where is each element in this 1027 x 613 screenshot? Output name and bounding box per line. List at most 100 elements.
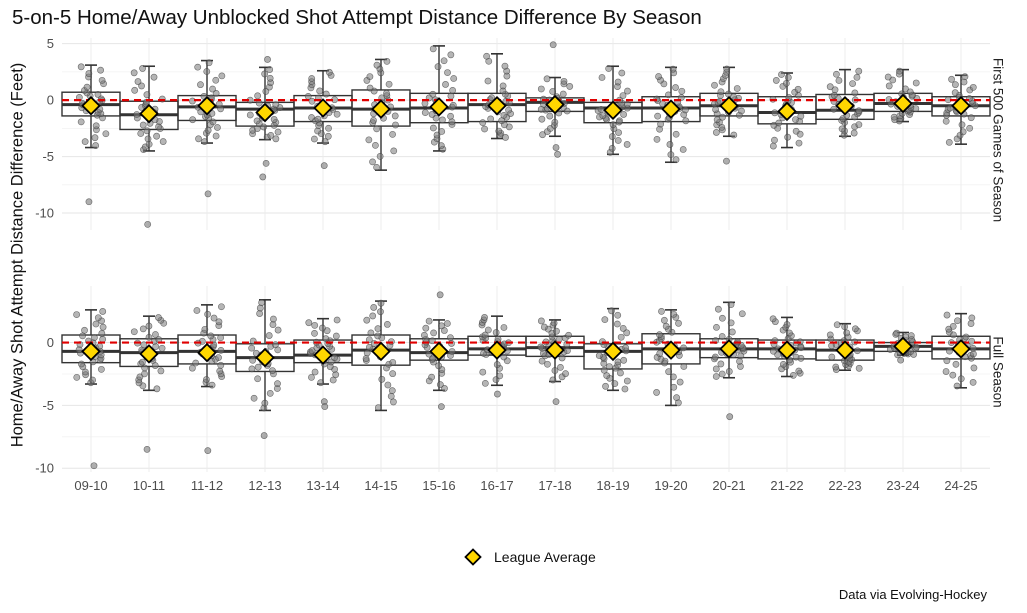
league-average-marker bbox=[661, 99, 681, 119]
team-point bbox=[383, 57, 391, 65]
team-point bbox=[73, 373, 81, 381]
team-point bbox=[942, 117, 950, 125]
team-point bbox=[194, 63, 202, 71]
team-point bbox=[675, 319, 682, 327]
team-point bbox=[210, 314, 218, 322]
x-tick-label: 10-11 bbox=[133, 478, 165, 493]
team-point bbox=[665, 368, 673, 376]
team-point bbox=[436, 381, 444, 389]
team-point bbox=[832, 363, 840, 371]
team-point bbox=[363, 349, 371, 357]
team-point bbox=[316, 87, 324, 95]
team-point bbox=[854, 347, 861, 355]
team-point bbox=[215, 354, 222, 361]
team-point bbox=[203, 376, 210, 383]
team-point bbox=[201, 138, 208, 146]
team-point bbox=[448, 118, 456, 126]
team-point bbox=[488, 94, 496, 102]
team-point bbox=[266, 74, 274, 82]
y-tick-label: -10 bbox=[35, 206, 54, 221]
team-point bbox=[537, 343, 545, 351]
team-point bbox=[321, 138, 329, 146]
team-point bbox=[138, 358, 146, 366]
team-point bbox=[961, 73, 969, 81]
team-point bbox=[601, 316, 609, 324]
team-point bbox=[784, 133, 792, 141]
team-point bbox=[446, 334, 454, 342]
team-point bbox=[884, 73, 892, 81]
team-point bbox=[772, 77, 780, 84]
team-point bbox=[608, 144, 616, 152]
team-point bbox=[657, 120, 665, 128]
team-point bbox=[851, 89, 859, 97]
panel-0: 5 0 -5 -10 bbox=[35, 36, 991, 230]
team-point bbox=[676, 378, 684, 386]
league-average-marker bbox=[429, 97, 449, 117]
team-point bbox=[566, 83, 574, 90]
team-point bbox=[945, 138, 953, 146]
team-point bbox=[308, 75, 316, 82]
team-point bbox=[712, 129, 720, 136]
team-point bbox=[835, 77, 843, 84]
team-point bbox=[786, 329, 793, 337]
team-point bbox=[672, 84, 679, 91]
team-point bbox=[620, 356, 628, 364]
team-point bbox=[792, 127, 800, 135]
league-average-marker bbox=[313, 98, 333, 118]
team-point bbox=[217, 346, 225, 354]
outlier-point bbox=[723, 157, 730, 165]
team-point bbox=[78, 360, 85, 368]
team-point bbox=[97, 365, 105, 373]
team-point bbox=[388, 387, 396, 395]
team-point bbox=[370, 117, 377, 124]
team-point bbox=[942, 368, 950, 375]
team-point bbox=[738, 310, 746, 318]
team-point bbox=[249, 356, 257, 364]
team-point bbox=[479, 119, 487, 127]
x-tick-label: 12-13 bbox=[248, 478, 281, 493]
team-point bbox=[737, 352, 745, 360]
team-point bbox=[658, 307, 665, 315]
outlier-point bbox=[554, 150, 561, 158]
team-point bbox=[81, 368, 89, 376]
team-point bbox=[449, 101, 457, 109]
outlier-point bbox=[549, 41, 557, 49]
team-point bbox=[946, 347, 953, 355]
team-point bbox=[81, 138, 89, 146]
team-point bbox=[207, 332, 215, 340]
team-point bbox=[617, 333, 625, 341]
team-point bbox=[484, 326, 492, 334]
team-point bbox=[158, 344, 166, 352]
team-point bbox=[493, 361, 501, 368]
team-point bbox=[967, 114, 975, 122]
team-point bbox=[311, 329, 318, 337]
team-point bbox=[959, 128, 967, 136]
league-average-marker bbox=[719, 95, 739, 116]
team-point bbox=[208, 381, 216, 389]
team-point bbox=[92, 122, 100, 130]
team-point bbox=[795, 139, 803, 147]
league-average-marker bbox=[139, 103, 159, 124]
team-point bbox=[97, 66, 104, 74]
team-point bbox=[261, 399, 269, 407]
team-point bbox=[481, 125, 488, 133]
team-point bbox=[441, 385, 448, 392]
team-point bbox=[272, 101, 280, 108]
team-point bbox=[144, 135, 152, 143]
team-point bbox=[215, 318, 223, 326]
league-average-marker bbox=[313, 345, 333, 365]
x-tick-label: 09-10 bbox=[74, 478, 107, 493]
team-point bbox=[678, 87, 686, 95]
team-point bbox=[614, 137, 622, 144]
team-point bbox=[484, 77, 492, 85]
team-point bbox=[711, 353, 719, 361]
team-point bbox=[308, 373, 315, 381]
team-point bbox=[322, 90, 330, 98]
team-point bbox=[92, 320, 100, 328]
team-point bbox=[969, 344, 977, 352]
team-point bbox=[73, 311, 81, 318]
team-point bbox=[902, 85, 909, 93]
team-point bbox=[733, 85, 741, 92]
team-point bbox=[949, 371, 957, 379]
team-point bbox=[212, 132, 220, 140]
